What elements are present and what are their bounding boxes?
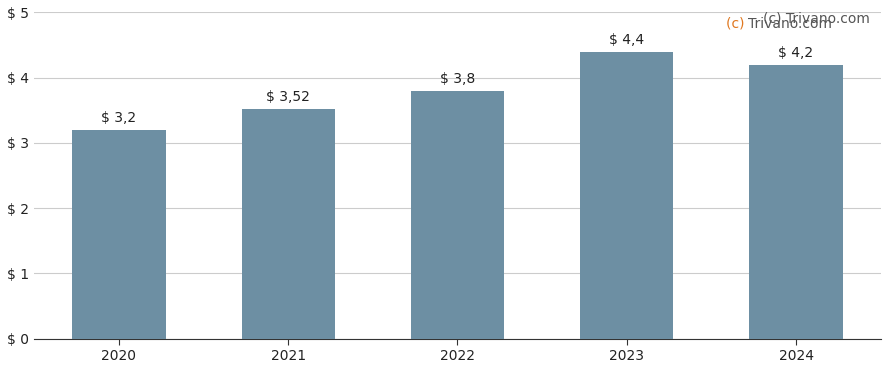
Text: $ 3,52: $ 3,52 <box>266 90 310 104</box>
Text: $ 3,8: $ 3,8 <box>440 72 475 86</box>
Bar <box>242 109 335 339</box>
Bar <box>73 130 165 339</box>
Text: $ 4,2: $ 4,2 <box>779 46 813 60</box>
Text: Trivano.com: Trivano.com <box>748 17 832 31</box>
Text: (c): (c) <box>726 17 749 31</box>
Text: $ 3,2: $ 3,2 <box>101 111 137 125</box>
Text: $ 4,4: $ 4,4 <box>609 33 645 47</box>
Bar <box>749 65 843 339</box>
Bar <box>411 91 504 339</box>
Text: (c) Trivano.com: (c) Trivano.com <box>764 11 870 25</box>
Text: (c): (c) <box>852 11 870 25</box>
Bar <box>580 51 673 339</box>
